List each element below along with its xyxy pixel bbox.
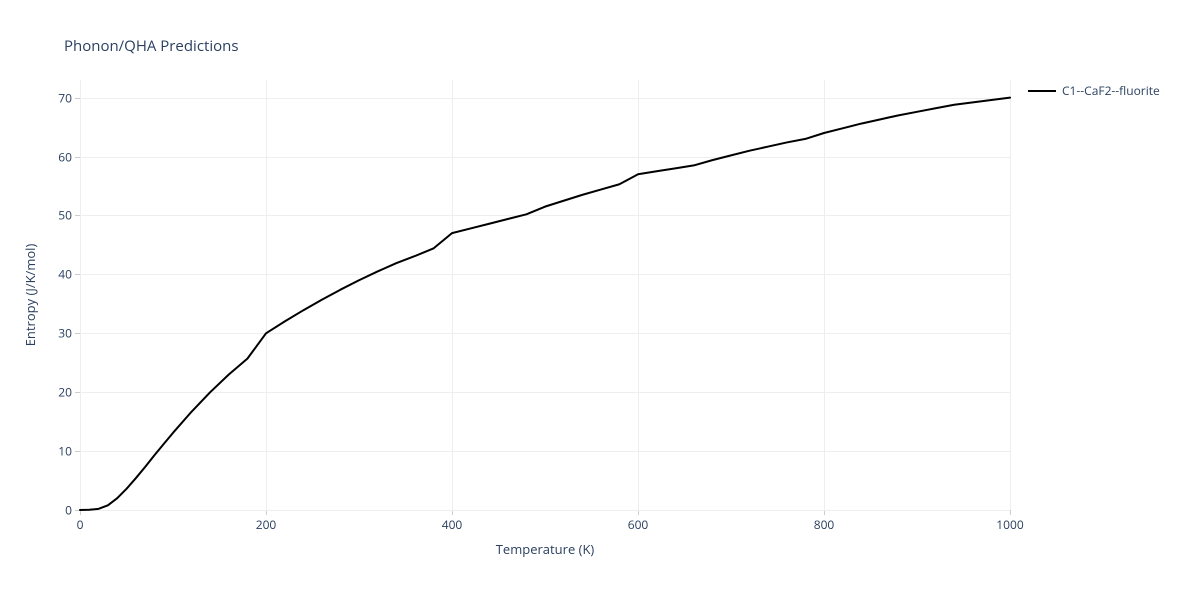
chart-root: Phonon/QHA Predictions Temperature (K) E… bbox=[0, 0, 1200, 600]
series-curve bbox=[0, 0, 1200, 600]
